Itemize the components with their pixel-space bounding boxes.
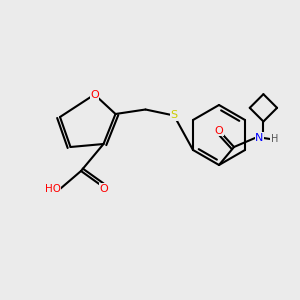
Text: O: O <box>99 184 108 194</box>
Text: O: O <box>214 125 224 136</box>
Text: O: O <box>90 89 99 100</box>
Text: N: N <box>255 133 264 143</box>
Text: HO: HO <box>44 184 61 194</box>
Text: S: S <box>170 110 178 121</box>
Text: H: H <box>271 134 278 145</box>
